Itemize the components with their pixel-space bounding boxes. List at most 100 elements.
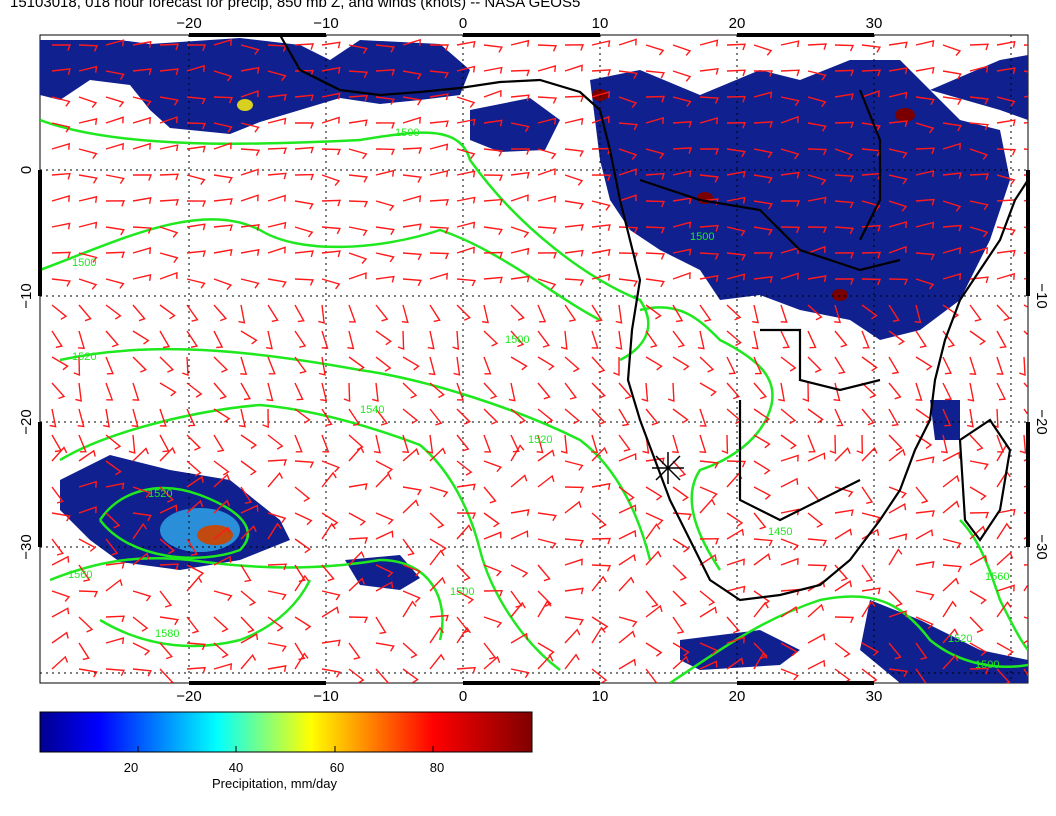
wind-barb: [105, 226, 125, 236]
wind-barb: [537, 538, 557, 549]
wind-barb: [753, 486, 772, 500]
wind-barb: [429, 272, 448, 280]
coastline-layer: [279, 35, 1028, 602]
wind-barb: [402, 590, 421, 603]
wind-barb: [294, 460, 315, 469]
wind-barb: [132, 226, 153, 234]
wind-barb: [402, 538, 415, 556]
wind-barb: [996, 304, 1011, 322]
wind-barb: [861, 90, 880, 98]
wind-barb: [969, 148, 989, 160]
colorbar-tick-label: 60: [329, 760, 345, 775]
wind-barb: [699, 174, 719, 183]
wind-barb: [699, 39, 719, 47]
wind-barb: [348, 174, 368, 183]
wind-barb: [429, 252, 450, 260]
wind-barb: [996, 508, 1016, 516]
wind-barb: [618, 168, 637, 176]
wind-barb: [402, 434, 410, 453]
lon-label: 10: [592, 15, 609, 32]
wind-barb: [753, 434, 771, 449]
wind-barb: [240, 44, 260, 55]
wind-barb: [213, 555, 232, 566]
wind-barb: [105, 460, 122, 476]
wind-barb: [645, 408, 659, 426]
contour-label: 1500: [450, 586, 474, 598]
wind-barb: [618, 70, 639, 79]
wind-barb: [861, 200, 881, 212]
wind-barb: [780, 454, 799, 462]
wind-barb: [240, 66, 260, 74]
wind-barb: [51, 555, 70, 566]
wind-barb: [618, 148, 638, 160]
wind-barb: [699, 606, 718, 618]
wind-barb: [321, 174, 341, 187]
wind-barb: [105, 637, 125, 645]
wind-barb: [186, 499, 204, 514]
contour-label: 1500: [72, 257, 96, 269]
wind-barb: [375, 275, 395, 283]
wind-barb: [915, 198, 935, 206]
wind-barb: [267, 304, 279, 323]
wind-barb: [861, 278, 882, 286]
wind-barb: [888, 548, 903, 566]
wind-barb: [456, 408, 471, 425]
wind-barb: [375, 169, 395, 177]
wind-barb: [128, 434, 136, 454]
wind-barb: [969, 642, 987, 657]
wind-barb: [537, 148, 557, 160]
wind-barb: [240, 90, 259, 98]
wind-barb: [699, 224, 719, 232]
wind-barb: [429, 70, 450, 79]
contour-label: 1520: [148, 488, 172, 500]
contour-label: 1500: [505, 334, 529, 346]
precip-core-cell-5: [237, 99, 253, 111]
wind-barb: [159, 563, 179, 571]
wind-barb: [402, 70, 422, 80]
wind-barb: [618, 194, 637, 202]
wind-barb: [645, 512, 664, 526]
wind-barb: [996, 148, 1017, 156]
wind-barb: [672, 434, 680, 454]
wind-barb: [564, 64, 583, 72]
wind-barb: [537, 654, 554, 670]
wind-barb: [915, 642, 928, 660]
wind-barb: [672, 655, 690, 670]
wind-barb: [915, 561, 935, 568]
wind-barb: [537, 512, 557, 522]
wind-barb: [402, 564, 421, 577]
wind-barb: [456, 278, 476, 287]
wind-barb: [834, 93, 854, 101]
wind-barb: [969, 554, 988, 566]
wind-barb: [753, 91, 773, 99]
wind-barb: [267, 616, 284, 632]
wind-barb: [375, 472, 392, 488]
wind-barb: [564, 200, 584, 210]
wind-barb: [186, 96, 206, 105]
wind-barb: [267, 665, 287, 672]
wind-barb: [321, 460, 341, 473]
wind-barb: [510, 632, 529, 644]
wind-barb: [348, 537, 368, 544]
wind-barb: [536, 434, 544, 454]
wind-barb: [132, 616, 149, 632]
wind-barb: [834, 528, 853, 540]
wind-barb: [996, 434, 1005, 453]
contour-label: 1450: [768, 526, 792, 538]
wind-barb: [483, 486, 497, 504]
wind-barb: [402, 447, 420, 462]
wind-barb: [888, 434, 903, 451]
wind-barb: [915, 616, 934, 629]
wind-barb: [105, 330, 120, 348]
wind-barb: [942, 96, 962, 106]
wind-barb: [348, 446, 365, 462]
wind-barb: [429, 653, 445, 670]
wind-barb: [105, 304, 122, 320]
wind-barb: [537, 474, 555, 488]
wind-barb: [105, 615, 125, 623]
wind-barb: [672, 642, 690, 657]
wind-barb: [807, 330, 817, 349]
wind-barb: [699, 590, 716, 606]
wind-barb: [888, 590, 903, 607]
wind-barb: [672, 460, 687, 478]
